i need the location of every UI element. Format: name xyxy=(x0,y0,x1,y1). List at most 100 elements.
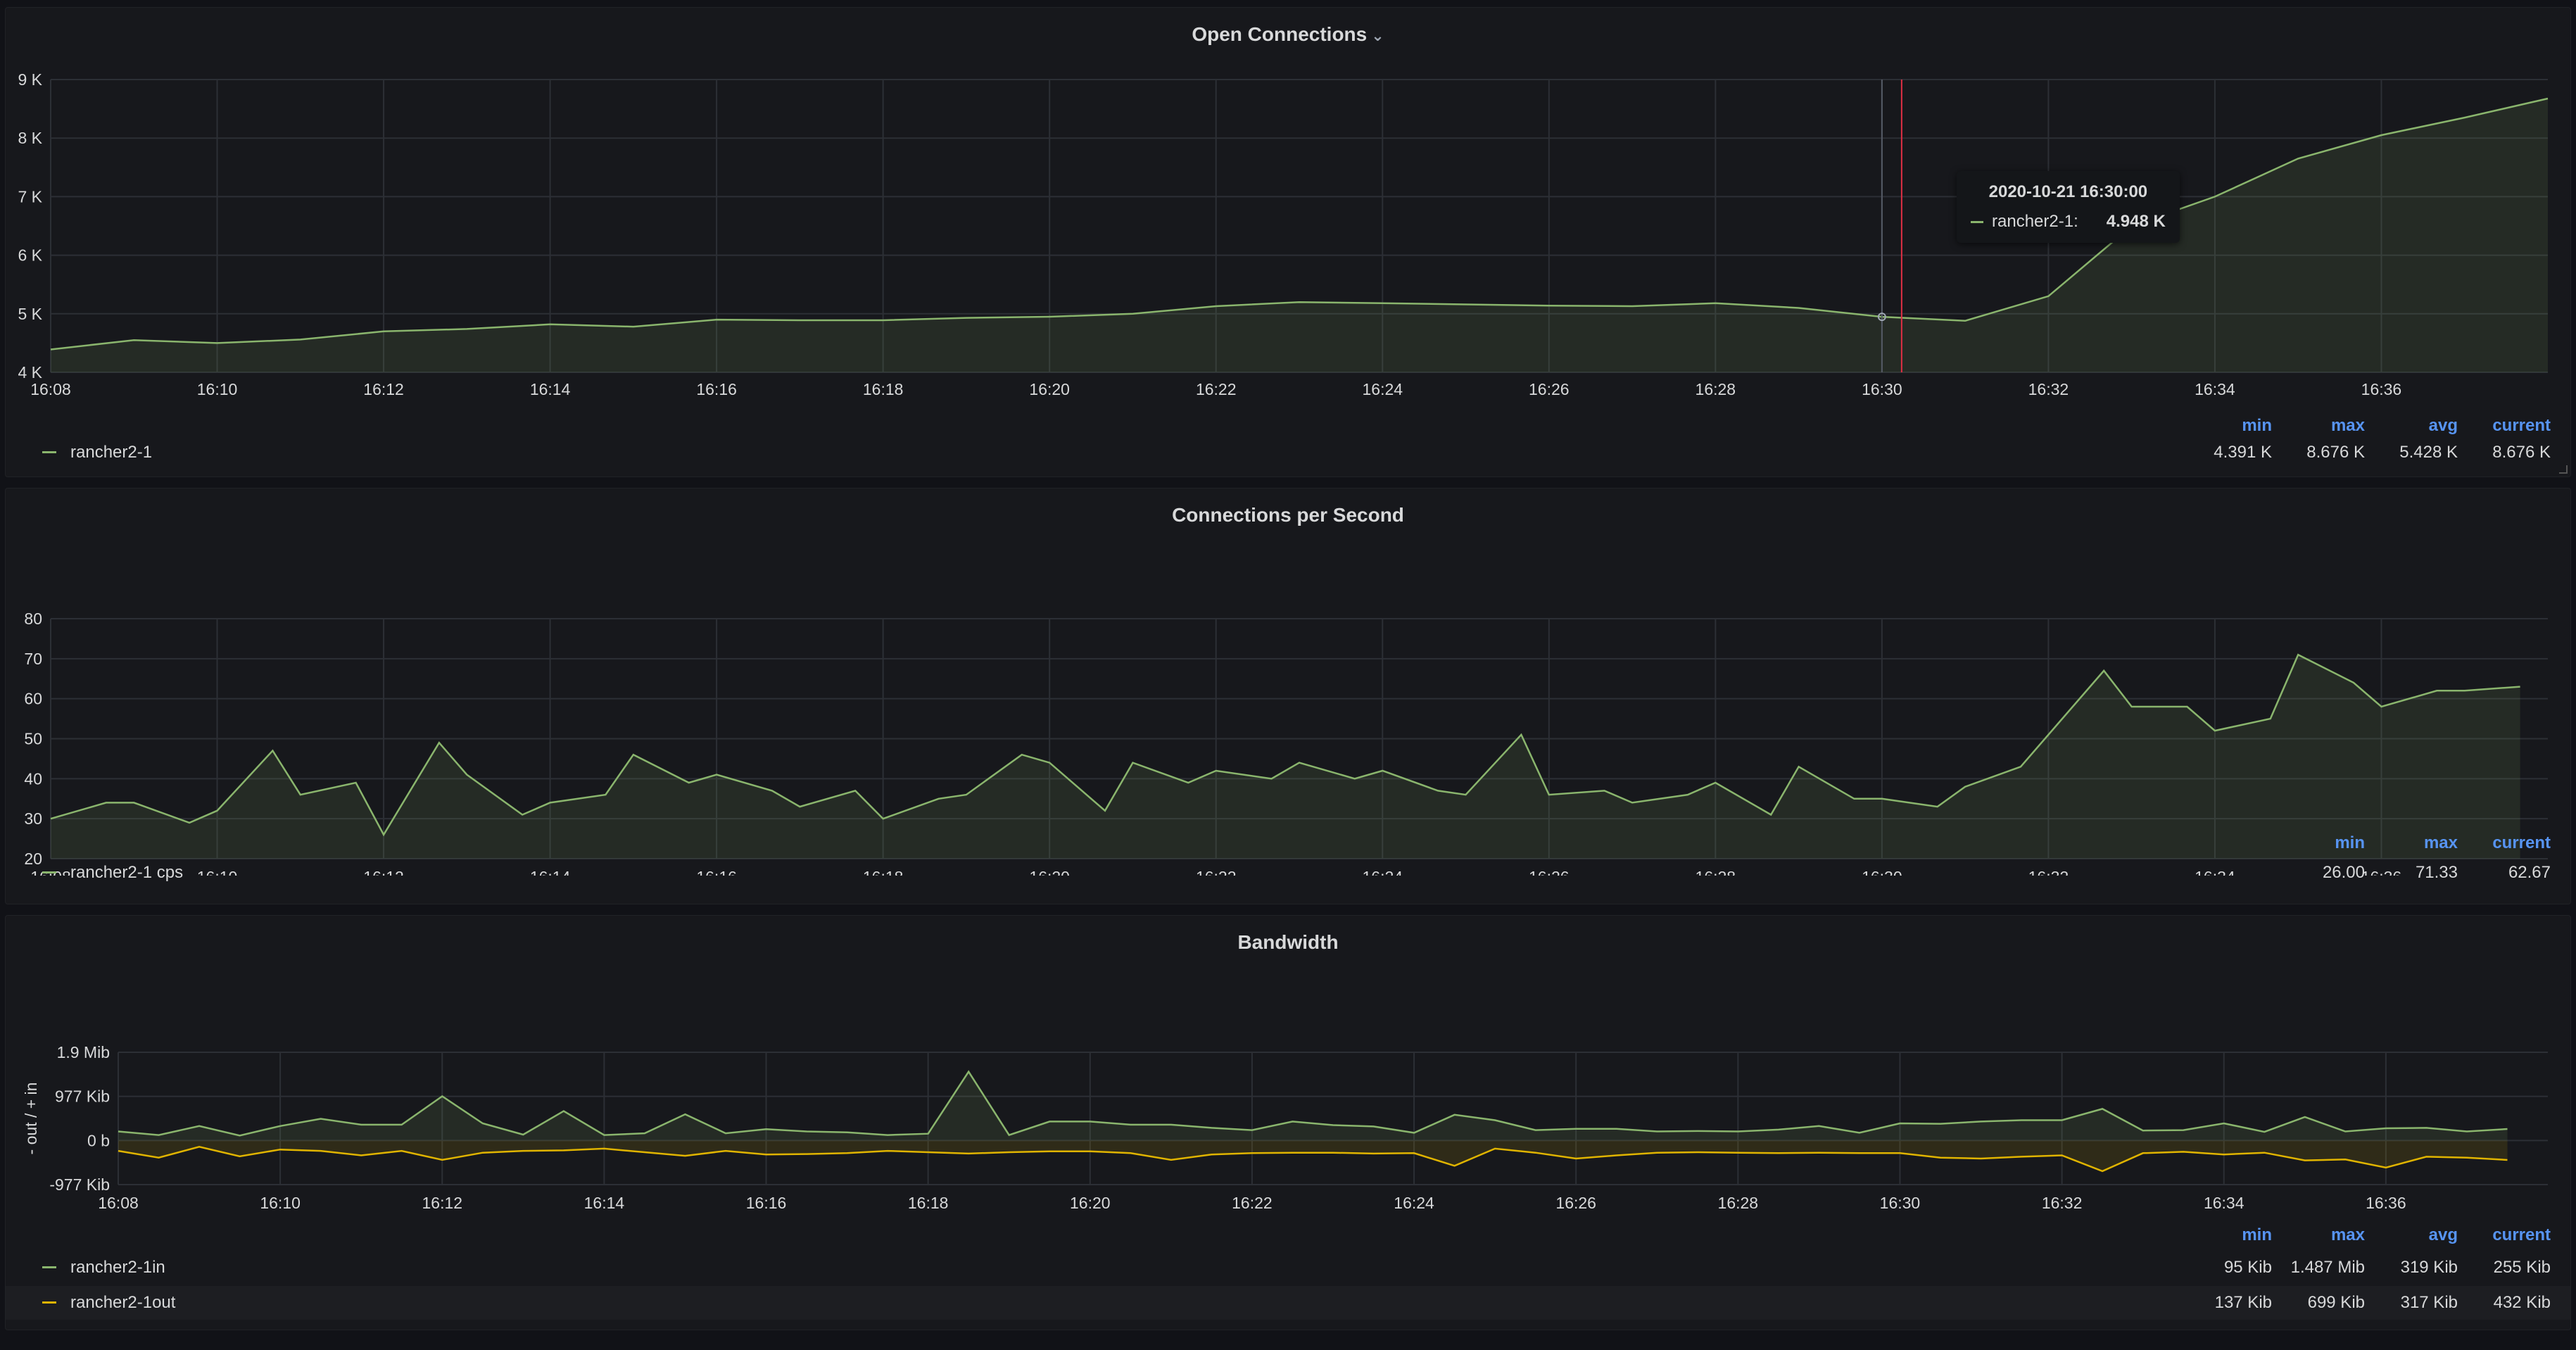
legend-header-min[interactable]: min xyxy=(2335,833,2365,852)
tooltip-series: rancher2-1: xyxy=(1992,212,2078,231)
x-tick-label: 16:26 xyxy=(1555,1194,1596,1212)
chevron-down-icon[interactable]: ⌄ xyxy=(1371,27,1384,44)
panel-title: Bandwidth xyxy=(6,931,2570,954)
series-line-rancher2-1out[interactable] xyxy=(118,1146,2508,1173)
legend-header-avg[interactable]: avg xyxy=(2428,1225,2458,1244)
series-area-rancher2-1 xyxy=(51,99,2548,372)
x-tick-label: 16:22 xyxy=(1232,1194,1273,1212)
x-tick-label: 16:30 xyxy=(1862,380,1902,398)
legend-swatch[interactable] xyxy=(42,871,56,873)
y-tick-label: 7 K xyxy=(18,187,42,206)
x-tick-label: 16:32 xyxy=(2028,380,2069,398)
y-tick-label: 9 K xyxy=(18,70,42,89)
legend-value-min: 137 Kib xyxy=(2214,1293,2272,1312)
legend-header-max[interactable]: max xyxy=(2330,416,2365,435)
x-tick-label: 16:16 xyxy=(696,380,737,398)
legend-value-min: 26.00 xyxy=(2322,863,2365,882)
legend-header-avg[interactable]: avg xyxy=(2428,416,2458,435)
tooltip-swatch xyxy=(1971,220,1983,223)
legend-series-name[interactable]: rancher2-1 xyxy=(70,443,153,462)
panel-title-text: Bandwidth xyxy=(1237,931,1339,953)
legend-series-name[interactable]: rancher2-1in xyxy=(70,1258,165,1277)
legend-swatch[interactable] xyxy=(42,451,56,453)
x-tick-label: 16:10 xyxy=(260,1194,301,1212)
series-line-rancher2-1in[interactable] xyxy=(118,1070,2508,1137)
x-tick-label: 16:18 xyxy=(908,1194,949,1212)
legend-header-min[interactable]: min xyxy=(2242,416,2272,435)
legend-value-max: 71.33 xyxy=(2415,863,2458,882)
x-tick-label: 16:14 xyxy=(584,1194,625,1212)
panel-title: Connections per Second xyxy=(6,504,2570,526)
tooltip: 2020-10-21 16:30:00 rancher2-1: 4.948 K xyxy=(1957,171,2180,243)
series-line-rancher2-1 cps[interactable] xyxy=(50,653,2520,837)
legend-item[interactable]: rancher2-1 4.391 K 8.676 K 5.428 K 8.676 K xyxy=(6,436,2570,469)
x-tick-label: 16:28 xyxy=(1696,380,1736,398)
x-tick-label: 16:08 xyxy=(30,380,71,398)
x-tick-label: 16:24 xyxy=(1394,1194,1434,1212)
legend-header-max[interactable]: max xyxy=(2423,833,2458,852)
panel-title-text: Open Connections xyxy=(1192,23,1368,45)
panel-bandwidth: Bandwidth -977 Kib 0 b 977 Kib 1.9 Mib 16:08… xyxy=(5,915,2571,1330)
legend-series-name[interactable]: rancher2-1 cps xyxy=(70,863,184,882)
x-tick-label: 16:34 xyxy=(2195,380,2235,398)
panel-open-connections: Open Connections ⌄ 4 K 5 K 6 K 7 K 8 K 9 K 16:0… xyxy=(5,7,2571,477)
legend-header-current[interactable]: current xyxy=(2492,833,2551,852)
x-tick-label: 16:14 xyxy=(530,380,571,398)
chart-connections-per-second[interactable]: 2030405060708016:0816:1016:1216:1416:161… xyxy=(6,538,2572,876)
legend-value-min: 4.391 K xyxy=(2214,443,2272,462)
x-tick-label: 16:34 xyxy=(2195,868,2235,876)
x-tick-label: 16:14 xyxy=(530,868,571,876)
y-tick-label: 6 K xyxy=(18,246,42,265)
legend-value-current: 62.67 xyxy=(2508,863,2551,882)
legend-series-name[interactable]: rancher2-1out xyxy=(70,1293,176,1312)
legend-swatch[interactable] xyxy=(42,1301,56,1304)
x-tick-label: 16:26 xyxy=(1529,380,1570,398)
legend-header-current[interactable]: current xyxy=(2492,416,2551,435)
legend-value-current: 255 Kib xyxy=(2493,1258,2551,1277)
y-tick-label: 1.9 Mib xyxy=(57,1043,110,1061)
chart-open-connections[interactable]: 4 K 5 K 6 K 7 K 8 K 9 K 16:08 16:10 16:12 16:14 16… xyxy=(6,57,2572,451)
x-tick-label: 16:10 xyxy=(197,380,238,398)
x-tick-label: 16:30 xyxy=(1880,1194,1921,1212)
y-tick-label: 30 xyxy=(24,809,42,828)
resize-handle-icon[interactable] xyxy=(2559,465,2568,474)
x-tick-label: 16:12 xyxy=(363,380,404,398)
legend-value-max: 8.676 K xyxy=(2306,443,2365,462)
x-tick-label: 16:36 xyxy=(2361,868,2402,876)
tooltip-value: 4.948 K xyxy=(2106,212,2166,231)
legend-swatch[interactable] xyxy=(42,1266,56,1268)
legend-value-avg: 5.428 K xyxy=(2399,443,2458,462)
y-tick-label: 20 xyxy=(24,850,42,868)
legend-header-max[interactable]: max xyxy=(2330,1225,2365,1244)
legend-value-max: 699 Kib xyxy=(2307,1293,2365,1312)
x-tick-label: 16:18 xyxy=(863,868,904,876)
x-tick-label: 16:32 xyxy=(2042,1194,2083,1212)
series-area-rancher2-1out xyxy=(118,1140,2508,1171)
panel-title-text: Connections per Second xyxy=(1172,504,1404,526)
y-tick-label: -977 Kib xyxy=(49,1175,110,1194)
x-tick-label: 16:08 xyxy=(98,1194,139,1212)
legend-item[interactable]: rancher2-1in 95 Kib 1.487 Mib 319 Kib 255 Ki… xyxy=(6,1251,2570,1285)
y-tick-label: 60 xyxy=(24,690,42,708)
x-tick-label: 16:16 xyxy=(696,868,737,876)
legend-header-current[interactable]: current xyxy=(2492,1225,2551,1244)
x-tick-label: 16:12 xyxy=(422,1194,462,1212)
chart-bandwidth[interactable]: -977 Kib 0 b 977 Kib 1.9 Mib 16:08 16:10 16:12… xyxy=(6,965,2572,1275)
legend-header-min[interactable]: min xyxy=(2242,1225,2272,1244)
hover-point xyxy=(1877,313,1886,322)
x-tick-label: 16:30 xyxy=(1862,868,1902,876)
x-tick-label: 16:28 xyxy=(1718,1194,1759,1212)
x-tick-label: 16:20 xyxy=(1070,1194,1111,1212)
legend-item[interactable]: rancher2-1out 137 Kib 699 Kib 317 Kib 432 Ki… xyxy=(6,1286,2570,1320)
legend-value-current: 8.676 K xyxy=(2492,443,2551,462)
x-tick-label: 16:20 xyxy=(1029,380,1070,398)
y-tick-label: 5 K xyxy=(18,305,42,323)
x-tick-label: 16:26 xyxy=(1529,868,1570,876)
tooltip-time: 2020-10-21 16:30:00 xyxy=(1988,182,2148,201)
x-tick-label: 16:22 xyxy=(1196,380,1237,398)
legend-item[interactable]: rancher2-1 cps 26.00 71.33 62.67 xyxy=(6,856,2570,890)
y-tick-label: 80 xyxy=(24,610,42,628)
panel-title[interactable]: Open Connections ⌄ xyxy=(6,23,2570,46)
series-area-rancher2-1 cps xyxy=(51,655,2520,859)
legend-value-avg: 317 Kib xyxy=(2400,1293,2458,1312)
